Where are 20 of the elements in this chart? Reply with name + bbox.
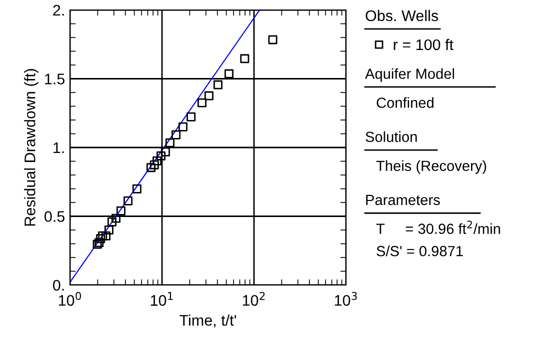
x-axis-title: Time, t/t' xyxy=(180,314,236,328)
y-tick-label: 1.5 xyxy=(45,74,64,84)
legend-title: Obs. Wells xyxy=(366,10,438,22)
legend-label: r = 100 ft xyxy=(394,38,454,50)
y-tick-label: 1. xyxy=(54,142,64,154)
text: Solution xyxy=(366,131,417,142)
text: Aquifer Model xyxy=(365,68,454,82)
text: Parameters xyxy=(366,194,440,206)
x-tick-label: 10$^{3}$ xyxy=(334,292,357,306)
y-tick-label: 0. xyxy=(52,280,64,291)
y-tick-label: 0.5 xyxy=(44,211,64,222)
text: Confined xyxy=(376,97,434,108)
text: T = 30.96 ft$^{2}$/min xyxy=(376,220,500,234)
x-tick-label: 10$^{0}$ xyxy=(58,292,82,306)
y-axis-title: Residual Drawdown (ft) xyxy=(24,69,38,226)
x-tick-label: 10$^{1}$ xyxy=(150,292,173,306)
text: S/S' = 0.9871 xyxy=(376,246,463,256)
text: Theis (Recovery) xyxy=(376,160,486,174)
y-tick-label: 2. xyxy=(53,4,64,16)
x-tick-label: 10$^{2}$ xyxy=(242,292,265,306)
